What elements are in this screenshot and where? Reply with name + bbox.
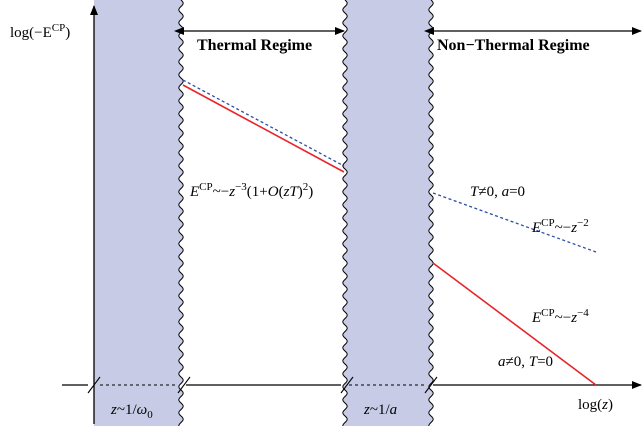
solid-curve-condition: a≠0, T=0 (498, 354, 553, 370)
dashed-curve-condition: T≠0, a=0 (470, 184, 525, 200)
axis-break-mark (87, 376, 101, 394)
thermal-dashed-line (182, 79, 345, 167)
band-middle-right-wavy-edge (428, 0, 434, 426)
band-middle-left-wavy-edge (342, 0, 348, 426)
thermal-formula: ECP~−z−3(1+O(zT)2) (189, 181, 313, 200)
y-axis-label: log(−ECP) (10, 22, 70, 41)
band-left-wavy-edge (178, 0, 184, 426)
non-thermal-regime-title: Non−Thermal Regime (437, 37, 590, 54)
x-axis-label: log(z) (578, 397, 613, 413)
thermal-solid-line (182, 84, 345, 173)
band-left-label: z~1/ω0 (110, 402, 153, 421)
axis-break-mark (177, 376, 191, 394)
thermal-regime-title: Thermal Regime (197, 37, 312, 54)
non-thermal-solid-line (432, 262, 597, 386)
band-middle-label: z~1/a (363, 402, 397, 418)
non-thermal-dashed-line (432, 192, 597, 253)
axis-break-mark (340, 376, 354, 394)
band-left (94, 0, 184, 426)
axis-break-mark (424, 376, 438, 394)
dashed-curve-law: ECP~−z−2 (531, 217, 589, 236)
solid-curve-law: ECP~−z−4 (531, 307, 589, 326)
band-middle (342, 0, 434, 426)
